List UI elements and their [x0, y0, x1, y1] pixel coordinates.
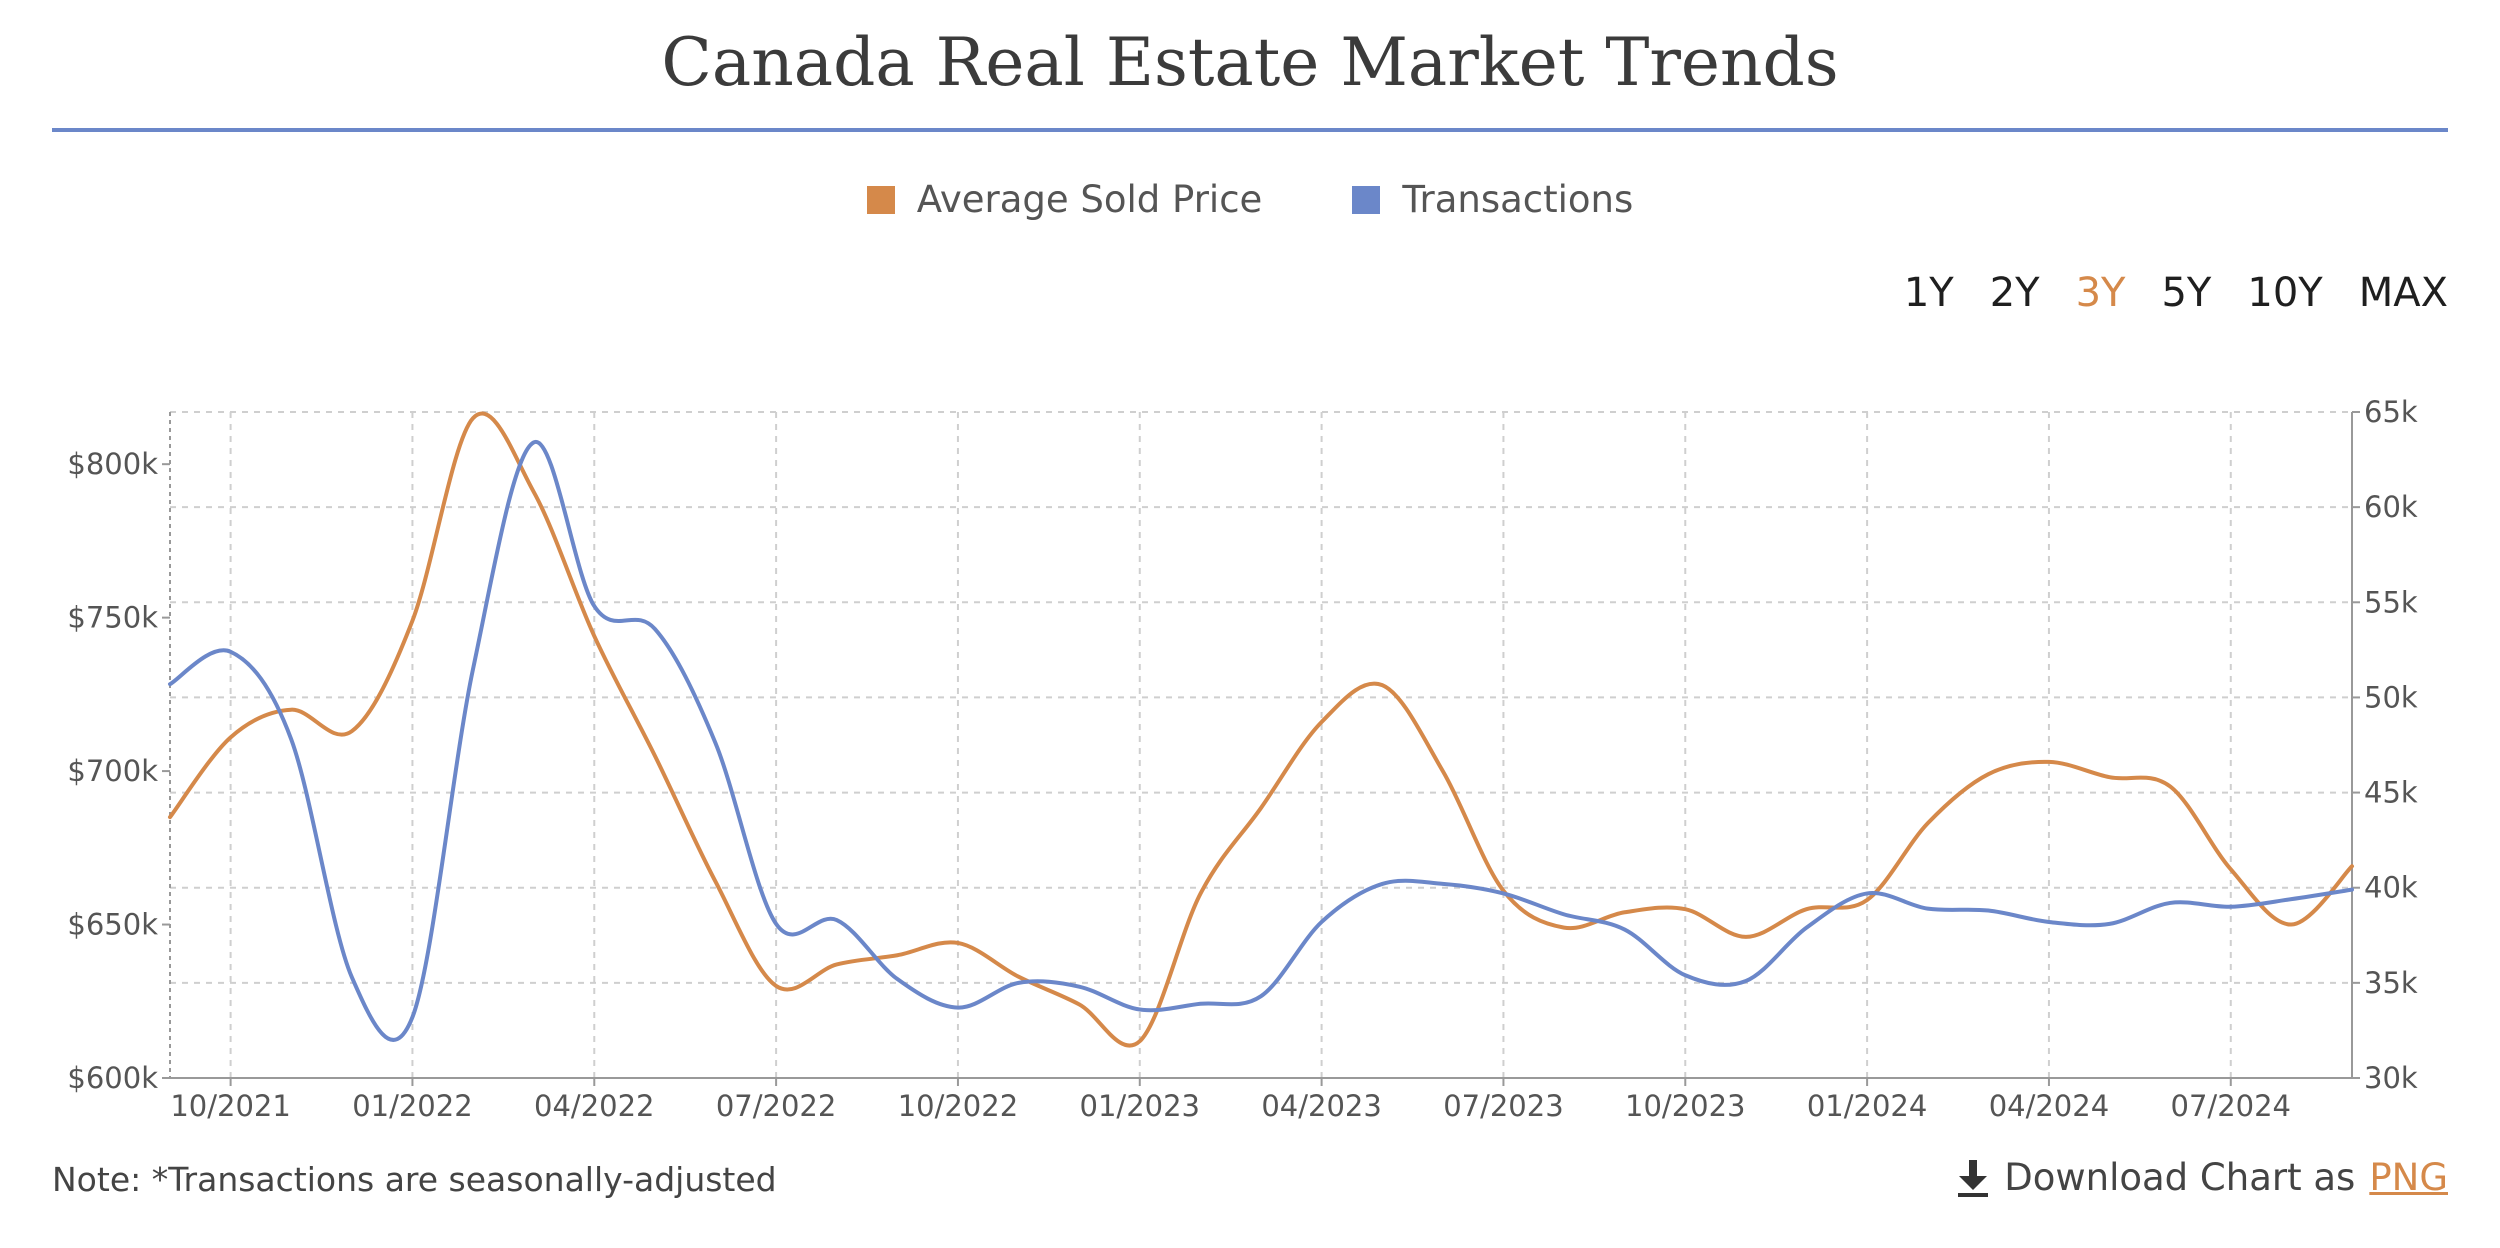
series-line-average-sold-price [168, 411, 2354, 1048]
chart-legend: Average Sold Price Transactions [0, 178, 2500, 221]
range-button-1y[interactable]: 1Y [1903, 270, 1954, 316]
chart-note: Note: *Transactions are seasonally-adjus… [52, 1160, 777, 1199]
x-axis-tick-label: 01/2022 [352, 1089, 472, 1123]
x-axis-tick-label: 04/2023 [1261, 1089, 1381, 1123]
legend-swatch-transactions [1352, 185, 1381, 214]
legend-swatch-price [866, 185, 895, 214]
right-axis-tick-label: 35k [2364, 966, 2418, 1000]
range-button-10y[interactable]: 10Y [2247, 270, 2323, 316]
x-axis-tick-label: 01/2023 [1080, 1089, 1200, 1123]
left-axis-tick-label: $600k [67, 1061, 158, 1095]
series-line-transactions [168, 440, 2354, 1042]
range-button-max[interactable]: MAX [2358, 270, 2448, 316]
x-axis-tick-label: 10/2022 [898, 1089, 1018, 1123]
download-icon[interactable] [1956, 1158, 1990, 1198]
left-axis-tick-label: $750k [67, 601, 158, 635]
range-button-3y[interactable]: 3Y [2075, 270, 2126, 316]
x-axis-tick-label: 04/2024 [1989, 1089, 2109, 1123]
left-axis-tick-label: $700k [67, 754, 158, 788]
right-axis-tick-label: 45k [2364, 776, 2418, 810]
chart-tick-labels: $600k $650k $700k $750k $800k 30k 35k 40k 45k 50k… [67, 395, 2418, 1123]
download-png-link[interactable]: PNG [2369, 1156, 2448, 1199]
x-axis-tick-label: 07/2023 [1443, 1089, 1563, 1123]
chart-grid [170, 411, 2352, 1079]
x-axis-tick-label: 07/2024 [2171, 1089, 2291, 1123]
download-chart: Download Chart as PNG [1956, 1156, 2448, 1199]
x-axis-tick-label: 10/2023 [1625, 1089, 1745, 1123]
range-button-2y[interactable]: 2Y [1989, 270, 2040, 316]
right-axis-tick-label: 55k [2364, 585, 2418, 619]
legend-label-price: Average Sold Price [916, 178, 1263, 221]
chart-axes [162, 411, 2360, 1086]
right-axis-tick-label: 40k [2364, 871, 2418, 905]
x-axis-tick-label: 04/2022 [534, 1089, 654, 1123]
range-button-5y[interactable]: 5Y [2161, 270, 2212, 316]
right-axis-tick-label: 30k [2364, 1061, 2418, 1095]
line-chart: $600k $650k $700k $750k $800k 30k 35k 40k 45k 50k… [67, 395, 2418, 1123]
legend-item-transactions[interactable]: Transactions [1352, 178, 1633, 221]
x-axis-tick-label: 10/2021 [170, 1089, 290, 1123]
left-axis-tick-label: $650k [67, 908, 158, 942]
chart-series [168, 411, 2354, 1048]
time-range-selector: 1Y 2Y 3Y 5Y 10Y MAX [1904, 270, 2448, 316]
legend-item-price[interactable]: Average Sold Price [866, 178, 1263, 221]
x-axis-tick-label: 01/2024 [1807, 1089, 1927, 1123]
x-axis-tick-label: 07/2022 [716, 1089, 836, 1123]
title-divider [52, 128, 2448, 132]
download-label: Download Chart as [2004, 1156, 2356, 1199]
right-axis-tick-label: 65k [2364, 395, 2418, 429]
right-axis-tick-label: 60k [2364, 490, 2418, 524]
left-axis-tick-label: $800k [67, 447, 158, 481]
right-axis-tick-label: 50k [2364, 680, 2418, 714]
page-title: Canada Real Estate Market Trends [661, 24, 1839, 101]
legend-label-transactions: Transactions [1402, 178, 1634, 221]
